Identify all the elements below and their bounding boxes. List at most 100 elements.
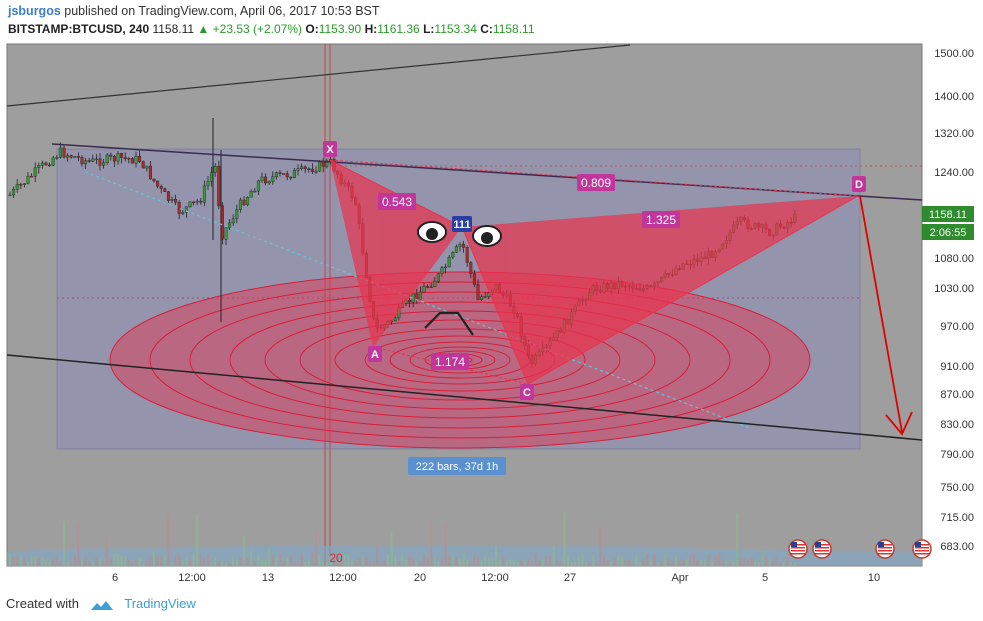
- volume-bar: [516, 561, 519, 566]
- candle-body: [145, 165, 149, 169]
- volume-bar: [448, 555, 451, 566]
- volume-bar: [559, 561, 562, 566]
- volume-bar: [455, 557, 458, 566]
- low-label: L:: [423, 22, 435, 36]
- volume-bar: [73, 555, 76, 566]
- volume-bar: [372, 562, 375, 566]
- volume-bar: [711, 561, 713, 566]
- volume-bar: [473, 555, 476, 566]
- fib-ring: [189, 291, 731, 429]
- volume-bar: [156, 554, 159, 566]
- volume-bar: [657, 562, 659, 566]
- volume-bar: [394, 555, 397, 566]
- volume-bar: [595, 561, 598, 566]
- candle-body: [429, 286, 433, 288]
- volume-bar: [408, 556, 411, 566]
- resistance-line[interactable]: [51, 143, 922, 201]
- volume-bar: [739, 557, 742, 566]
- us-flag-icon[interactable]: [912, 539, 932, 559]
- volume-bar: [210, 562, 213, 566]
- us-flag-icon[interactable]: [875, 539, 895, 559]
- volume-bar: [369, 561, 371, 566]
- candle-body: [462, 243, 466, 248]
- economic-event-flags[interactable]: [788, 539, 932, 559]
- candle-body: [246, 197, 250, 206]
- volume-bar: [401, 553, 404, 566]
- volume-bar: [412, 557, 415, 566]
- candle-body: [48, 164, 52, 167]
- volume-bar: [225, 562, 227, 566]
- volume-bar: [466, 559, 469, 566]
- volume-bar: [451, 555, 454, 566]
- price-tick: 1030.00: [934, 283, 974, 295]
- volume-bar: [16, 555, 19, 566]
- volume-bar: [606, 559, 609, 566]
- price-chart[interactable]: X A 111 C D 0.543 1.174 1.325 0.809 222 bars, 37…: [0, 40, 983, 588]
- candle-body: [22, 183, 26, 185]
- pattern-point-label: C: [523, 387, 531, 399]
- volume-bar: [48, 562, 51, 566]
- volume-bar: [556, 561, 559, 566]
- candle-body: [188, 201, 192, 207]
- author-link[interactable]: jsburgos: [8, 4, 61, 18]
- volume-bar: [685, 559, 688, 566]
- volume-bar: [552, 546, 555, 566]
- us-flag-icon[interactable]: [812, 539, 832, 559]
- volume-bar: [513, 559, 515, 566]
- volume-bar: [239, 557, 242, 566]
- price-change: ▲ +23.53 (+2.07%): [197, 22, 303, 36]
- volume-bar: [426, 557, 429, 566]
- volume-bar: [786, 553, 789, 566]
- fib-ring: [149, 281, 771, 439]
- volume-bar: [693, 553, 695, 566]
- ratio-label-box: [378, 193, 416, 210]
- harmonic-pattern[interactable]: [330, 160, 858, 384]
- candle-body: [454, 246, 458, 253]
- volume-bar: [257, 555, 260, 566]
- volume-bar: [754, 560, 757, 566]
- candle-body: [184, 206, 188, 213]
- candle-body: [444, 266, 448, 269]
- candle-body: [159, 186, 163, 189]
- volume-bar: [732, 559, 735, 566]
- last-price-axis-label: 1158.11: [929, 209, 967, 221]
- volume-bar: [264, 560, 267, 566]
- volume-bar: [12, 556, 15, 566]
- lower-channel-line[interactable]: [7, 354, 922, 441]
- candle-body: [120, 153, 124, 158]
- volume-bar: [610, 562, 613, 566]
- fib-ring: [109, 271, 811, 449]
- candle-body: [51, 157, 55, 166]
- candle-body: [228, 222, 232, 228]
- volume-bar: [405, 559, 407, 566]
- volume-bar: [495, 546, 497, 566]
- candle-body: [238, 199, 242, 210]
- volume-bar: [545, 556, 548, 566]
- upper-channel-line[interactable]: [7, 44, 631, 107]
- close-label: C:: [480, 22, 493, 36]
- eyes-doodle: [417, 221, 502, 336]
- volume-bar: [358, 558, 361, 566]
- volume-bar: [628, 559, 631, 566]
- volume-bar: [138, 557, 141, 566]
- volume-bar: [599, 525, 602, 566]
- volume-bar: [639, 562, 641, 566]
- projection-arrow[interactable]: [859, 195, 913, 436]
- volume-bar: [289, 554, 292, 566]
- volume-bar: [441, 558, 443, 566]
- volume-bar: [271, 555, 274, 566]
- fib-ring: [299, 319, 621, 401]
- candle-body: [253, 190, 257, 193]
- publish-text: published on TradingView.com, April 06, …: [64, 4, 380, 18]
- volume-bar: [527, 558, 530, 566]
- candle-body: [310, 168, 314, 172]
- time-tick: 6: [112, 572, 118, 584]
- volume-bar: [253, 561, 256, 566]
- volume-bar: [37, 557, 40, 566]
- candle-body: [177, 202, 181, 214]
- us-flag-icon[interactable]: [788, 539, 808, 559]
- volume-bar: [286, 557, 289, 566]
- dotted-trend-line[interactable]: [84, 171, 751, 429]
- tradingview-link[interactable]: TradingView: [124, 596, 196, 611]
- range-label: 222 bars, 37d 1h: [416, 461, 499, 473]
